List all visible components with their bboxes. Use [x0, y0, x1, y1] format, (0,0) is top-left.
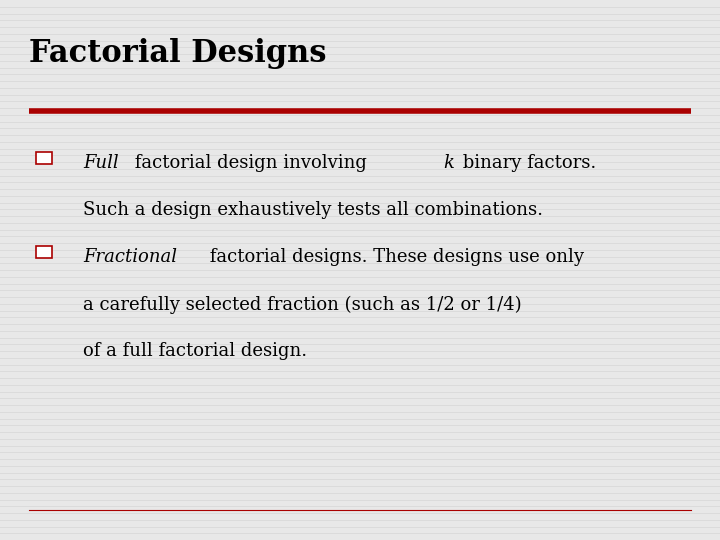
Text: factorial design involving: factorial design involving — [129, 154, 372, 172]
Text: k: k — [443, 154, 454, 172]
Text: factorial designs. These designs use only: factorial designs. These designs use onl… — [204, 248, 584, 266]
FancyBboxPatch shape — [36, 246, 52, 258]
Text: Such a design exhaustively tests all combinations.: Such a design exhaustively tests all com… — [83, 201, 543, 219]
Text: Full: Full — [83, 154, 118, 172]
Text: binary factors.: binary factors. — [457, 154, 596, 172]
Text: a carefully selected fraction (such as 1/2 or 1/4): a carefully selected fraction (such as 1… — [83, 295, 521, 314]
Text: Factorial Designs: Factorial Designs — [29, 38, 326, 69]
FancyBboxPatch shape — [36, 152, 52, 164]
Text: Fractional: Fractional — [83, 248, 177, 266]
Text: of a full factorial design.: of a full factorial design. — [83, 342, 307, 360]
